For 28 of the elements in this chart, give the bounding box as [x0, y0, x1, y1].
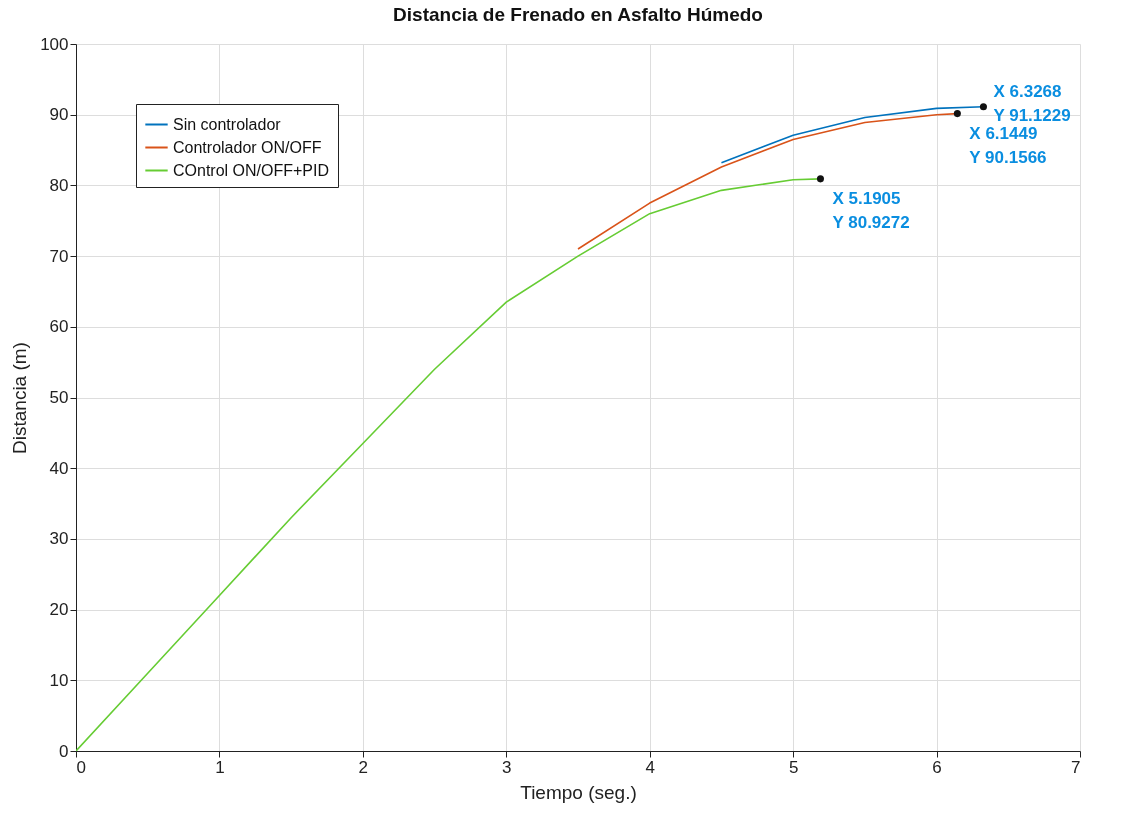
y-tick-label: 80 — [49, 175, 69, 195]
legend-label: COntrol ON/OFF+PID — [173, 161, 330, 179]
y-tick-label: 50 — [49, 388, 69, 407]
x-tick-label: 0 — [76, 757, 86, 777]
x-tick-label: 6 — [932, 757, 942, 777]
y-tick-label: 90 — [49, 105, 69, 125]
x-tick-label: 4 — [645, 757, 655, 777]
y-tick-label: 100 — [40, 34, 69, 54]
y-tick-label: 40 — [49, 458, 69, 478]
y-tick-label: 10 — [49, 670, 69, 690]
chart-title: Distancia de Frenado en Asfalto Húmedo — [393, 4, 763, 25]
y-tick-label: 20 — [49, 600, 69, 620]
y-axis-title: Distancia (m) — [9, 342, 31, 454]
annotation: X 6.3268 Y 91.1229 — [993, 81, 1071, 125]
y-tick-label: 60 — [49, 317, 69, 337]
y-tick-label: 70 — [49, 246, 69, 266]
x-tick-label: 5 — [788, 757, 799, 777]
legend-label: Sin controlador — [173, 115, 282, 133]
y-tick-label: 0 — [59, 741, 69, 761]
x-tick-label: 7 — [1071, 757, 1081, 777]
x-tick-label: 1 — [215, 757, 225, 777]
legend-label: Controlador ON/OFF — [173, 138, 322, 156]
x-axis-title: Tiempo (seg.) — [520, 781, 637, 803]
annotation: X 5.1905 Y 80.9272 — [832, 188, 910, 232]
y-tick-label: 30 — [49, 529, 69, 549]
x-tick-label: 2 — [358, 757, 369, 777]
x-tick-label: 3 — [502, 757, 512, 777]
annotation: X 6.1449 Y 90.1566 — [969, 123, 1047, 167]
